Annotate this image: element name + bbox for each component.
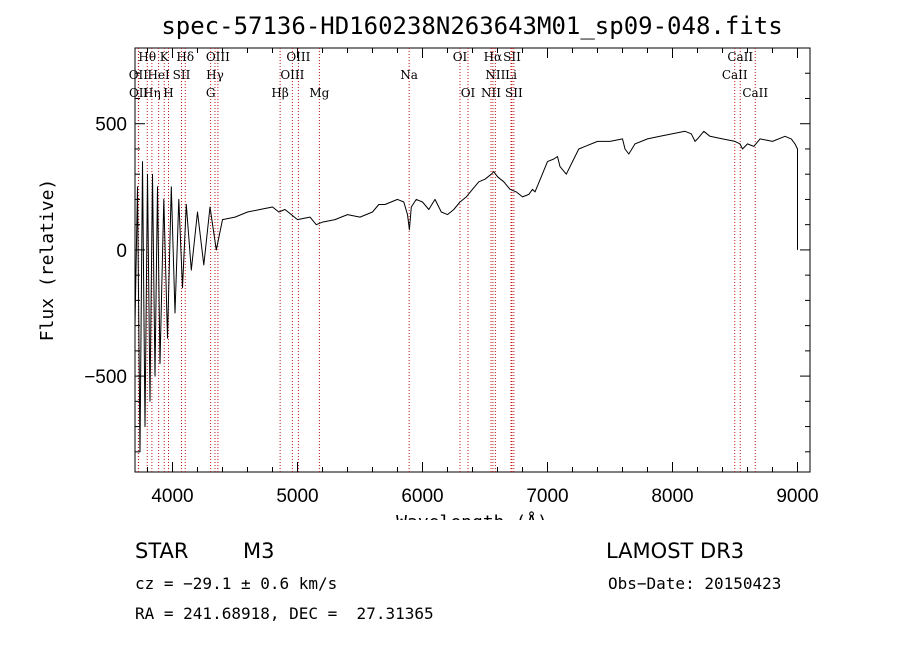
spectral-line-label: CaII [727,50,753,64]
spectral-line-label: SII [505,86,523,100]
x-axis-ticks: 4000 5000 6000 7000 8000 9000 [147,48,819,507]
spectral-line-label: OI [453,50,468,64]
spectral-line-label: CaII [722,68,748,82]
x-tick-label: 6000 [401,486,443,507]
spectral-line-label: NII [481,86,501,100]
flux-line [134,130,798,453]
spectral-line-label: H [163,86,173,100]
spectral-line-label: Hβ [271,86,288,100]
spectral-line-label: Hη [143,86,161,100]
spectral-line-label: NII [485,68,505,82]
x-tick-label: 4000 [151,486,193,507]
spectral-line-label: OII [129,68,149,82]
spectral-line-label: OII [129,86,149,100]
x-tick-label: 7000 [526,486,568,507]
spectral-line-label: HeI [147,68,170,82]
x-tick-label: 5000 [276,486,318,507]
y-tick-label: 0 [116,241,127,262]
x-axis-label: Wavelength (Å) [396,511,548,520]
flux-series [134,130,798,453]
spectral-line-label: OIII [286,50,310,64]
spectral-line-label: OIII [206,50,230,64]
survey-name: LAMOST DR3 [606,539,745,563]
plot-frame [134,47,811,473]
spectral-line-label: Na [400,68,418,82]
y-tick-label: −500 [84,367,127,388]
y-axis-label: Flux (relative) [37,179,58,342]
coordinates-readout: RA = 241.68918, DEC = 27.31365 [135,604,434,623]
chart-title: spec-57136-HD160238N263643M01_sp09-048.f… [161,12,782,40]
redshift-readout: cz = −29.1 ± 0.6 km/s [135,574,338,593]
object-class: STAR [135,539,189,563]
observation-date: Obs−Date: 20150423 [608,574,782,593]
object-subclass: M3 [243,539,275,563]
spectral-line-label: Mg [309,86,329,100]
spectral-line-label: SII [503,50,521,64]
spectral-line-label: SII [173,68,191,82]
spectral-line-label: K [160,50,170,64]
spectral-line-label: Hγ [206,68,224,82]
spectrum-chart: spec-57136-HD160238N263643M01_sp09-048.f… [37,12,819,520]
y-tick-label: 500 [95,115,127,136]
spectral-line-label: Hα [484,50,503,64]
spectral-line-label: G [206,86,216,100]
spectral-line-markers [137,48,756,472]
spectral-line-label: CaII [742,86,768,100]
spectral-line-label: OI [461,86,476,100]
x-tick-label: 8000 [651,486,693,507]
spectral-line-label: Hθ [138,50,156,64]
x-tick-label: 9000 [776,486,818,507]
spectral-line-label: OIII [280,68,304,82]
y-axis-ticks: −500 0 500 [84,72,810,453]
spectral-line-label: Li [505,68,517,82]
spectral-line-label: Hδ [176,50,194,64]
